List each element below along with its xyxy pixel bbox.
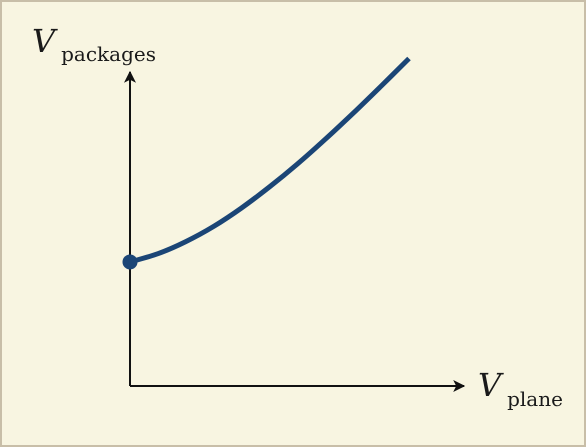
x-axis-symbol: V bbox=[478, 366, 504, 404]
annotation-layer bbox=[122, 254, 138, 270]
start-point-marker bbox=[122, 254, 138, 270]
x-axis-subscript: plane bbox=[507, 387, 563, 411]
series-layer bbox=[129, 56, 411, 265]
y-axis-label: V packages bbox=[32, 22, 156, 66]
x-axis-label: V plane bbox=[478, 366, 563, 411]
series-line-0 bbox=[129, 56, 411, 265]
y-axis-symbol: V bbox=[32, 22, 58, 60]
y-axis-subscript: packages bbox=[61, 42, 156, 66]
